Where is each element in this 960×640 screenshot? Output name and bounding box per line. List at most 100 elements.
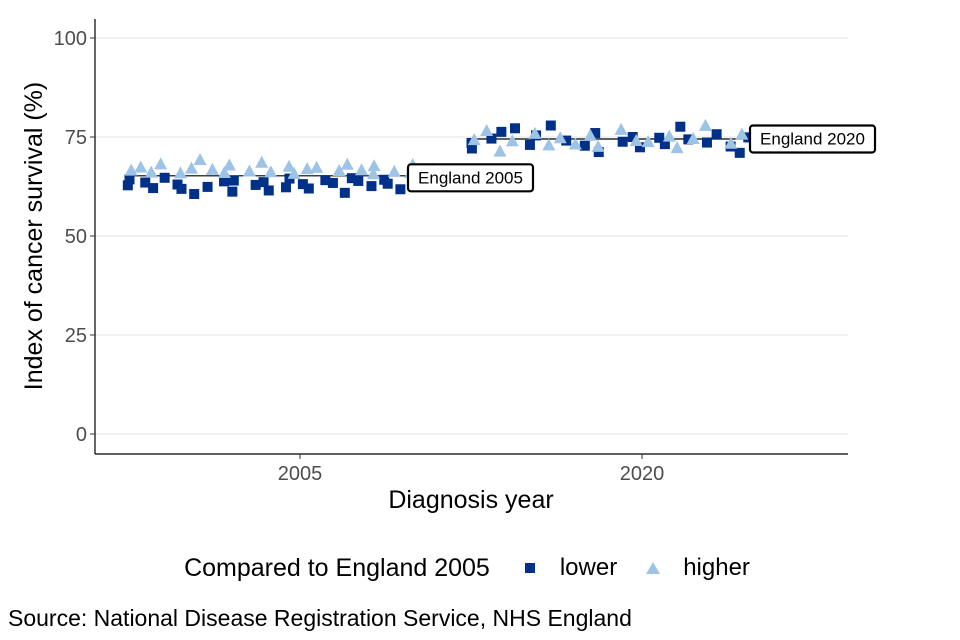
legend-label-higher: higher — [683, 554, 750, 581]
point-lower — [654, 132, 665, 143]
point-lower — [353, 175, 364, 186]
point-higher — [185, 161, 199, 174]
point-higher — [242, 164, 256, 177]
point-higher — [528, 126, 542, 139]
reference-label-box — [748, 124, 877, 154]
point-higher — [222, 158, 236, 171]
point-lower — [280, 182, 291, 193]
y-ticks: 0 25 50 75 100 — [54, 28, 95, 446]
point-higher — [591, 139, 605, 152]
point-higher — [124, 163, 138, 176]
x-ticks: 2005 2020 — [278, 454, 665, 485]
point-higher — [134, 160, 148, 173]
point-higher — [332, 164, 346, 177]
point-lower — [701, 137, 712, 148]
point-higher — [300, 162, 314, 175]
point-lower — [524, 139, 535, 150]
point-higher — [670, 141, 684, 154]
point-higher — [367, 159, 381, 172]
point-higher — [568, 137, 582, 150]
point-lower — [346, 173, 357, 184]
y-tick-label: 25 — [65, 325, 87, 347]
triangle-marker-icon — [643, 558, 663, 578]
point-lower — [124, 174, 135, 185]
point-lower — [743, 132, 754, 143]
point-higher — [698, 118, 712, 131]
point-lower — [590, 128, 601, 139]
x-tick-label: 2020 — [620, 463, 665, 485]
point-lower — [189, 189, 200, 200]
point-higher — [467, 133, 481, 146]
point-higher — [173, 166, 187, 179]
x-axis-title: Diagnosis year — [388, 486, 553, 514]
y-tick-label: 75 — [65, 127, 87, 149]
reference-labels: England 2005 England 2020 — [406, 124, 877, 193]
point-higher — [144, 165, 158, 178]
point-higher — [310, 160, 324, 173]
y-tick-label: 50 — [65, 226, 87, 248]
point-lower — [228, 175, 239, 186]
point-higher — [641, 135, 655, 148]
point-higher — [340, 157, 354, 170]
point-lower — [297, 179, 308, 190]
point-higher — [480, 124, 494, 137]
point-higher — [614, 122, 628, 135]
point-higher — [282, 159, 296, 172]
point-lower — [579, 140, 590, 151]
point-lower — [382, 178, 393, 189]
point-higher — [629, 133, 643, 146]
legend-title: Compared to England 2005 — [184, 553, 490, 582]
point-lower — [258, 177, 269, 188]
point-lower — [227, 186, 238, 197]
legend: Compared to England 2005 lower higher — [0, 548, 960, 588]
point-lower — [634, 142, 645, 153]
point-lower — [395, 184, 406, 195]
reference-label: England 2005 — [418, 168, 523, 187]
grid-lines — [95, 37, 848, 435]
point-higher — [553, 131, 567, 144]
point-lower — [122, 180, 133, 191]
point-higher — [193, 152, 207, 165]
point-lower — [561, 135, 572, 146]
legend-label-lower: lower — [559, 554, 618, 581]
point-lower — [617, 136, 628, 147]
point-higher — [735, 127, 749, 140]
point-lower — [339, 187, 350, 198]
y-tick-label: 100 — [54, 28, 87, 50]
point-higher — [366, 167, 380, 180]
point-lower — [711, 129, 722, 140]
point-lower — [176, 183, 187, 194]
x-tick-label: 2005 — [278, 463, 323, 485]
point-lower — [466, 143, 477, 154]
source-note: Source: National Disease Registration Se… — [8, 605, 632, 631]
point-lower — [320, 175, 331, 186]
point-lower — [509, 123, 520, 134]
point-higher — [387, 164, 401, 177]
point-lower — [545, 120, 556, 131]
data-points — [122, 118, 781, 200]
point-lower — [734, 147, 745, 158]
square-marker-icon — [520, 558, 540, 578]
point-lower — [263, 185, 274, 196]
y-axis-title: Index of cancer survival (%) — [20, 82, 48, 390]
point-lower — [627, 132, 638, 142]
point-lower — [327, 177, 338, 188]
point-lower — [486, 133, 497, 144]
point-lower — [303, 183, 314, 194]
legend-item-lower: lower — [520, 554, 617, 582]
legend-item-higher: higher — [643, 554, 750, 582]
point-lower — [659, 139, 670, 150]
point-higher — [154, 157, 168, 170]
point-lower — [250, 179, 261, 190]
point-lower — [219, 176, 230, 187]
point-lower — [202, 181, 213, 192]
point-higher — [287, 166, 301, 179]
point-higher — [542, 138, 556, 151]
point-lower — [496, 126, 507, 137]
point-lower — [593, 147, 604, 158]
point-higher — [493, 144, 507, 157]
point-higher — [724, 136, 738, 149]
point-higher — [662, 129, 676, 142]
point-higher — [505, 134, 519, 147]
